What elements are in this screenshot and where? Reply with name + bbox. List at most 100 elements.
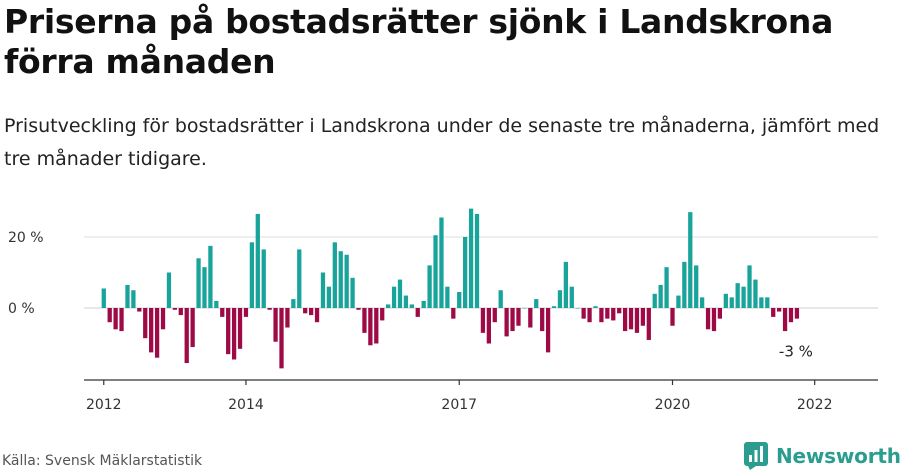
bar [705, 308, 711, 330]
bar [622, 308, 628, 332]
bar [374, 308, 379, 344]
bar [314, 308, 320, 323]
bar [237, 308, 243, 349]
bar [131, 290, 136, 308]
bar [652, 293, 657, 308]
bar [391, 286, 397, 308]
bar [747, 265, 752, 308]
x-tick-label: 2014 [228, 397, 264, 413]
bar [788, 308, 794, 323]
bar [107, 308, 112, 323]
bar [545, 308, 551, 353]
bar [711, 308, 717, 332]
bar [457, 292, 462, 308]
bar [634, 308, 640, 333]
bar [593, 306, 598, 308]
bar [344, 254, 349, 308]
bar [427, 265, 432, 308]
x-tick-label: 2017 [441, 397, 477, 413]
bar [243, 308, 249, 317]
bar [119, 308, 124, 332]
x-tick-label: 2020 [655, 397, 691, 413]
bar [534, 299, 539, 309]
bar [397, 279, 403, 308]
x-tick-label: 2012 [86, 397, 122, 413]
bar [528, 308, 533, 328]
bar [196, 258, 201, 308]
bar [356, 308, 361, 310]
bar [563, 261, 568, 308]
bar [362, 308, 367, 333]
bar [409, 304, 414, 308]
bar [777, 308, 782, 312]
x-tick-label: 2022 [797, 397, 833, 413]
bar [587, 308, 592, 323]
bar [291, 299, 296, 309]
bar [522, 308, 527, 309]
bar [628, 308, 634, 330]
bar [729, 297, 734, 308]
bar [617, 308, 622, 314]
bar [267, 308, 272, 310]
bar [735, 283, 740, 308]
bar [226, 308, 231, 355]
y-tick-label: 0 % [8, 301, 35, 317]
bar [741, 286, 746, 308]
bar [178, 308, 183, 316]
bar [765, 297, 770, 308]
bar [368, 308, 373, 346]
bar [403, 295, 409, 308]
bar [569, 286, 574, 308]
bar [154, 308, 160, 358]
bar [338, 251, 343, 308]
bar [113, 308, 118, 330]
bar [551, 306, 557, 308]
bar [172, 308, 177, 310]
bar [640, 308, 646, 326]
bar [326, 286, 332, 308]
bar [699, 297, 705, 308]
bar [463, 237, 468, 308]
bar [717, 308, 723, 319]
bar [303, 308, 308, 314]
bar [143, 308, 148, 339]
y-tick-label: 20 % [8, 230, 44, 246]
bar [125, 284, 130, 308]
bar [202, 267, 207, 308]
bar [190, 308, 195, 348]
bar [208, 245, 213, 309]
bar [273, 308, 278, 342]
bar [694, 265, 699, 308]
bar [184, 308, 189, 364]
bar [285, 308, 290, 328]
bar [445, 286, 450, 308]
bar [433, 235, 438, 308]
bar [308, 308, 314, 316]
chart-title: Priserna på bostadsrätter sjönk i Landsk… [4, 2, 834, 81]
bar [332, 242, 337, 308]
bar [664, 267, 669, 308]
bar [646, 308, 651, 340]
bar [220, 308, 225, 317]
bar [581, 308, 586, 319]
bar [214, 300, 219, 308]
bar [480, 308, 486, 333]
bar [782, 308, 788, 332]
bar [498, 290, 503, 308]
bar [137, 308, 142, 312]
brand-mark[interactable]: Newsworthy [744, 441, 900, 471]
bar [658, 284, 663, 308]
bar [249, 242, 255, 308]
bar [297, 249, 302, 308]
source-note: Källa: Svensk Mäklarstatistik [2, 453, 203, 469]
bar [599, 308, 604, 323]
bar [451, 308, 456, 319]
bar [386, 304, 391, 308]
bar [101, 288, 106, 308]
bar [415, 308, 420, 317]
brand-name: Newsworthy [776, 444, 900, 468]
bar [160, 308, 166, 330]
bar [794, 308, 800, 319]
last-value-label: -3 % [779, 343, 813, 361]
